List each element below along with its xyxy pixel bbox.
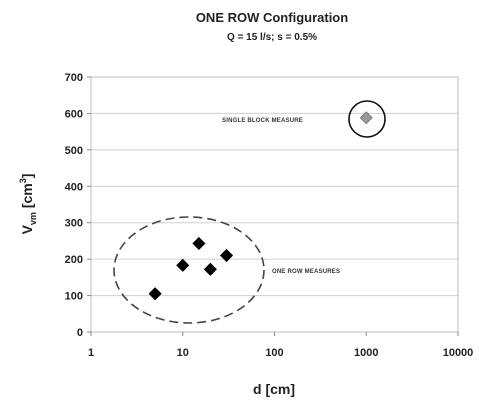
chart-subtitle: Q = 15 l/s; s = 0.5% [227, 32, 317, 43]
annotation-single-block: SINGLE BLOCK MEASURE [222, 118, 303, 124]
x-tick-label: 1000 [354, 347, 378, 359]
data-point-series0-4 [219, 248, 234, 263]
y-axis-label-unit-close: ] [19, 174, 35, 179]
annotation-one-row: ONE ROW MEASURES [272, 269, 340, 275]
data-point-series0-0 [148, 287, 162, 301]
y-tick-label: 400 [65, 181, 83, 193]
x-tick-label: 10000 [443, 347, 474, 359]
plot-area [90, 76, 459, 333]
y-axis-label: Vvm [cm3] [18, 174, 38, 235]
chart-title: ONE ROW Configuration [196, 10, 348, 25]
data-points [148, 111, 373, 301]
y-tick-label: 500 [65, 145, 83, 157]
data-point-series0-3 [203, 262, 217, 276]
y-tick-label: 300 [65, 218, 83, 230]
data-point-series0-2 [192, 236, 206, 251]
one-row-measures-ellipse [113, 216, 265, 324]
y-tick-label: 100 [65, 291, 83, 303]
x-tick-label: 10 [177, 347, 189, 359]
y-tick-label: 0 [77, 327, 83, 339]
y-axis-label-unit-open: [cm [19, 183, 35, 212]
gridlines [91, 112, 458, 297]
y-tick-label: 600 [65, 108, 83, 120]
x-tick-label: 100 [265, 347, 283, 359]
data-point-series1-0 [359, 111, 373, 125]
y-tick-label: 200 [65, 254, 83, 266]
data-point-series0-1 [176, 258, 190, 272]
x-tick-label: 1 [88, 347, 94, 359]
y-axis-label-sub: vm [28, 212, 38, 225]
y-tick-label: 700 [65, 72, 83, 84]
tick-labels: 0 100 200 300 400 500 600 700 1 10 100 1000 10000 [65, 72, 474, 359]
y-axis-label-main: V [19, 224, 35, 234]
x-axis-label: d [cm] [253, 381, 295, 397]
y-axis-label-sup: 3 [18, 178, 28, 183]
single-block-circle [348, 100, 386, 138]
